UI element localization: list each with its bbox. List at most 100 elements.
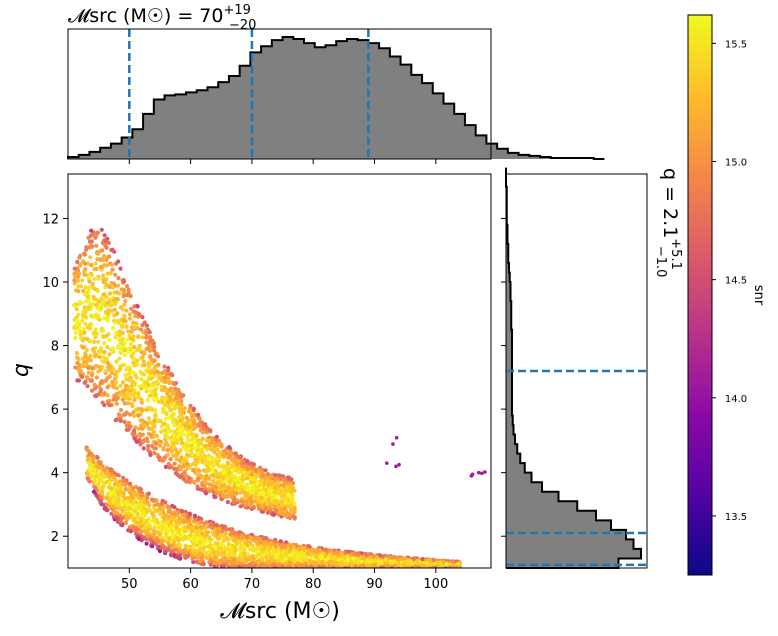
- scatter-point: [114, 300, 119, 305]
- scatter-point: [119, 516, 124, 522]
- scatter-point: [78, 332, 83, 337]
- scatter-point: [82, 272, 87, 277]
- scatter-point: [244, 559, 249, 564]
- scatter-point: [180, 532, 186, 537]
- scatter-point: [87, 463, 93, 468]
- scatter-point: [129, 329, 134, 334]
- scatter-point: [233, 548, 238, 553]
- scatter-point: [365, 562, 370, 568]
- scatter-point: [204, 427, 209, 432]
- scatter-point: [396, 557, 401, 562]
- scatter-point: [145, 397, 150, 403]
- scatter-point: [188, 533, 193, 538]
- top-histogram: 𝓜src (M☉) = 70+19 −20: [67, 3, 605, 160]
- scatter-point: [74, 326, 80, 331]
- scatter-point: [123, 520, 128, 526]
- scatter-point: [81, 345, 86, 350]
- scatter-point: [144, 335, 149, 340]
- scatter-point: [122, 419, 127, 424]
- scatter-point: [291, 551, 296, 556]
- scatter-point: [180, 513, 185, 518]
- scatter-point: [371, 554, 376, 559]
- scatter-point: [157, 525, 162, 530]
- scatter-point: [210, 443, 215, 448]
- scatter-point: [124, 324, 129, 329]
- scatter-point: [123, 298, 128, 304]
- scatter-point: [99, 328, 104, 333]
- scatter-point: [110, 267, 115, 272]
- scatter-point: [277, 563, 282, 568]
- scatter-point: [371, 563, 376, 568]
- scatter-point: [111, 474, 116, 479]
- scatter-point: [268, 556, 273, 562]
- scatter-point: [198, 558, 203, 564]
- scatter-point: [101, 300, 106, 305]
- scatter-point: [91, 489, 96, 494]
- scatter-point: [209, 553, 214, 558]
- scatter-point: [270, 563, 275, 568]
- scatter-point: [194, 525, 199, 530]
- scatter-point: [152, 506, 157, 511]
- scatter-point: [170, 533, 175, 538]
- scatter-point: [136, 334, 141, 339]
- scatter-point: [203, 542, 208, 547]
- scatter-point: [188, 403, 193, 408]
- scatter-point: [110, 504, 115, 509]
- scatter-point: [258, 466, 263, 471]
- scatter-point: [127, 312, 133, 317]
- scatter-point: [212, 449, 217, 455]
- scatter-point: [123, 496, 128, 501]
- scatter-point: [202, 521, 207, 526]
- histogram-x-outline: [67, 36, 605, 160]
- scatter-point: [287, 512, 292, 517]
- scatter-point: [226, 461, 231, 466]
- scatter-point: [307, 560, 312, 565]
- scatter-point: [144, 524, 149, 529]
- scatter-point: [80, 278, 85, 283]
- top-title: 𝓜src (M☉) = 70+19 −20: [68, 3, 256, 33]
- scatter-point: [104, 496, 109, 501]
- scatter-point: [80, 374, 85, 380]
- scatter-point: [186, 443, 191, 448]
- scatter-point: [127, 515, 132, 520]
- scatter-point: [99, 227, 104, 232]
- scatter-point: [140, 335, 145, 340]
- scatter-point: [151, 528, 156, 533]
- scatter-point: [163, 531, 168, 537]
- scatter-point: [162, 364, 167, 369]
- scatter-point: [192, 453, 198, 458]
- scatter-point: [169, 553, 174, 558]
- scatter-point: [88, 353, 93, 359]
- scatter-point: [299, 563, 304, 568]
- scatter-point: [121, 491, 126, 496]
- scatter-point: [102, 233, 107, 238]
- scatter-point: [217, 545, 223, 550]
- scatter-point: [123, 395, 128, 400]
- scatter-point: [161, 515, 166, 520]
- scatter-point: [235, 462, 240, 467]
- scatter-point: [83, 310, 88, 315]
- scatter-point: [118, 383, 123, 389]
- scatter-point: [114, 417, 120, 422]
- scatter-point: [165, 423, 170, 428]
- scatter-point: [114, 506, 119, 511]
- scatter-point: [85, 470, 90, 476]
- scatter-point: [152, 365, 157, 370]
- scatter-point: [84, 446, 89, 451]
- scatter-point: [146, 416, 151, 421]
- scatter-point: [168, 408, 173, 413]
- scatter-point: [259, 540, 264, 545]
- scatter-point: [90, 388, 95, 393]
- scatter-point: [87, 239, 93, 244]
- scatter-point: [104, 333, 109, 338]
- scatter-point: [127, 376, 132, 381]
- scatter-point: [227, 470, 232, 475]
- scatter-point: [73, 330, 78, 335]
- scatter-point: [368, 559, 373, 564]
- scatter-point: [113, 380, 119, 385]
- scatter-point: [263, 468, 268, 473]
- scatter-point: [115, 482, 120, 487]
- scatter-point: [177, 418, 183, 423]
- scatter-point: [105, 393, 110, 398]
- scatter-point: [102, 341, 107, 346]
